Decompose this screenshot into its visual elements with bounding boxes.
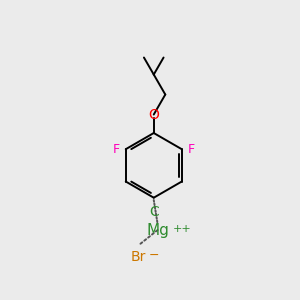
Text: F: F (112, 143, 120, 156)
Text: Br: Br (131, 250, 146, 264)
Text: −: − (149, 248, 160, 262)
Text: O: O (148, 107, 159, 122)
Text: ++: ++ (173, 224, 192, 233)
Text: F: F (188, 143, 195, 156)
Text: Mg: Mg (146, 223, 169, 238)
Text: C: C (149, 206, 159, 219)
